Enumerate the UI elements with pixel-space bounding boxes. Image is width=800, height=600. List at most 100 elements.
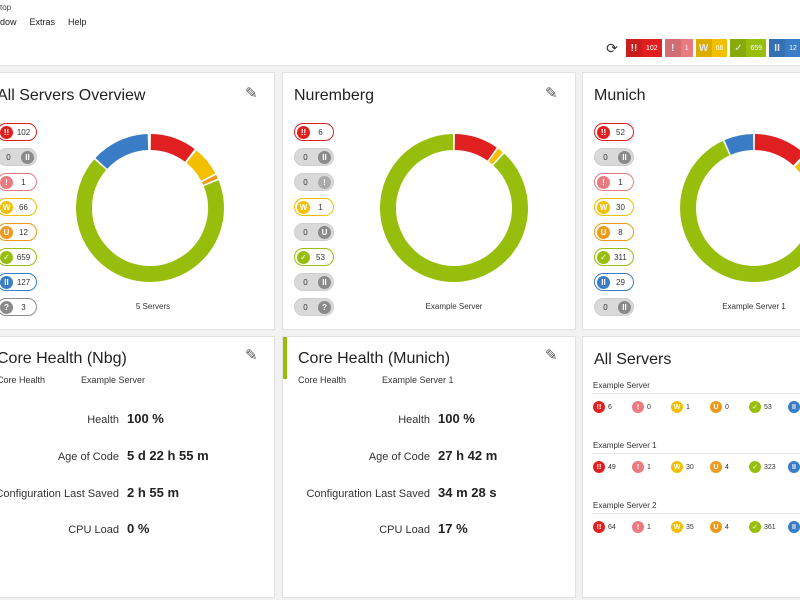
status-pill[interactable]: II 29 — [594, 273, 634, 291]
metric-value: 100 % — [127, 411, 164, 426]
server-status-item[interactable]: ! 1 — [632, 521, 671, 533]
divider — [593, 513, 800, 514]
critical-icon: !! — [593, 521, 605, 533]
check-icon: ✓ — [749, 521, 761, 533]
metric-health: Health 100 % — [0, 411, 164, 426]
metric-cpu-load: CPU Load 17 % — [298, 521, 467, 536]
status-pill[interactable]: ? 3 — [0, 298, 37, 316]
status-chip[interactable]: W 66 — [695, 39, 728, 57]
warn-w-icon: W — [0, 200, 13, 214]
status-pill[interactable]: ✓ 53 — [294, 248, 334, 266]
status-pill[interactable]: II 127 — [0, 273, 37, 291]
server-status-item[interactable]: W 35 — [671, 521, 710, 533]
status-donut-chart — [76, 134, 224, 282]
card-title: All Servers Overview — [0, 87, 146, 104]
refresh-icon[interactable]: ⟳ — [606, 40, 618, 56]
server-status-item[interactable]: ✓ 53 — [749, 401, 788, 413]
status-donut-chart — [680, 134, 800, 282]
server-status-item[interactable]: W 30 — [671, 461, 710, 473]
warning-icon: ! — [318, 175, 331, 189]
card-title: Munich — [594, 87, 646, 104]
status-pill[interactable]: ✓ 311 — [594, 248, 634, 266]
unusual-icon: U — [710, 461, 722, 473]
edit-pencil-icon[interactable]: ✎ — [245, 347, 258, 364]
edit-pencil-icon[interactable]: ✎ — [245, 85, 258, 102]
warning-icon: ! — [597, 175, 610, 189]
server-name[interactable]: Example Server 2 — [593, 501, 657, 510]
donut-label: 5 Servers — [135, 302, 171, 311]
menu-window[interactable]: dow — [0, 17, 17, 27]
status-pill[interactable]: II 0 — [294, 273, 334, 291]
menu-help[interactable]: Help — [68, 17, 87, 27]
edit-pencil-icon[interactable]: ✎ — [545, 85, 558, 102]
card-title: All Servers — [594, 351, 672, 368]
server-status-count: 4 — [725, 463, 729, 471]
metric-label: Age of Code — [368, 451, 430, 463]
server-status-count: 1 — [647, 523, 651, 531]
status-pill[interactable]: II 0 — [294, 148, 334, 166]
check-icon: ✓ — [0, 250, 13, 264]
server-name[interactable]: Example Server — [593, 381, 650, 390]
status-pill[interactable]: II 0 — [0, 148, 37, 166]
server-status-item[interactable]: II — [788, 521, 800, 533]
status-chip[interactable]: ✓ 659 — [730, 39, 767, 57]
check-icon: ✓ — [297, 250, 310, 264]
server-status-item[interactable]: ! 1 — [632, 461, 671, 473]
overview-card: All Servers Overview ✎ !! 102 II 0 ! 1 W 66 U 12 ✓… — [0, 72, 275, 330]
status-pill-count: 127 — [16, 277, 31, 287]
status-pill-list: !! 6 II 0! 0 W 1 U 0 ✓ 53 II 0? 0 — [294, 123, 334, 323]
metric-label: Health — [398, 414, 430, 426]
edit-pencil-icon[interactable]: ✎ — [545, 347, 558, 364]
status-pill[interactable]: ! 1 — [594, 173, 634, 191]
status-pill[interactable]: ? 0 — [294, 298, 334, 316]
status-pill[interactable]: ! 0 — [294, 173, 334, 191]
selected-accent-bar — [283, 337, 287, 379]
menu-extras[interactable]: Extras — [29, 17, 56, 27]
health-server: Example Server 1 — [382, 375, 454, 385]
server-status-item[interactable]: ✓ 361 — [749, 521, 788, 533]
status-pill[interactable]: W 66 — [0, 198, 37, 216]
server-status-item[interactable]: II — [788, 401, 800, 413]
unusual-icon: U — [710, 521, 722, 533]
server-status-item[interactable]: !! 6 — [593, 401, 632, 413]
munich-card: Munich !! 52 II 0! 1 W 30 U 8 ✓ 311 II 29 II 0 Example… — [582, 72, 800, 330]
server-name[interactable]: Example Server 1 — [593, 441, 657, 450]
donut-segment — [95, 134, 149, 170]
status-pill[interactable]: !! 6 — [294, 123, 334, 141]
critical-icon: !! — [0, 125, 13, 139]
status-pill[interactable]: II 0 — [594, 148, 634, 166]
status-pill[interactable]: !! 52 — [594, 123, 634, 141]
server-status-item[interactable]: !! 49 — [593, 461, 632, 473]
status-chip[interactable]: II 12 — [769, 39, 800, 57]
status-pill[interactable]: !! 102 — [0, 123, 37, 141]
status-pill-count: 0 — [303, 177, 308, 187]
status-chip[interactable]: ! 1 — [664, 39, 693, 57]
server-status-item[interactable]: ✓ 323 — [749, 461, 788, 473]
server-status-item[interactable]: !! 64 — [593, 521, 632, 533]
status-pill[interactable]: ! 1 — [0, 173, 37, 191]
status-pill[interactable]: ✓ 659 — [0, 248, 37, 266]
server-status-item[interactable]: II — [788, 461, 800, 473]
donut-segment — [380, 134, 528, 282]
server-status-count: 35 — [686, 523, 694, 531]
status-pill[interactable]: W 30 — [594, 198, 634, 216]
server-status-count: 0 — [725, 403, 729, 411]
status-pill[interactable]: U 12 — [0, 223, 37, 241]
status-pill[interactable]: II 0 — [594, 298, 634, 316]
server-status-item[interactable]: ! 0 — [632, 401, 671, 413]
server-status-row: !! 6! 0 W 1 U 0 ✓ 53 II — [593, 401, 800, 413]
status-chip[interactable]: !! 102 — [626, 39, 662, 57]
status-pill-count: 0 — [303, 227, 308, 237]
warn-w-icon: W — [297, 200, 310, 214]
critical-icon: !! — [297, 125, 310, 139]
all-servers-card: All Servers Example Server!! 6! 0 W 1 U 0 ✓ 53 II… — [582, 336, 800, 598]
status-pill-count: 1 — [618, 177, 623, 187]
paused-icon: II — [618, 300, 631, 314]
